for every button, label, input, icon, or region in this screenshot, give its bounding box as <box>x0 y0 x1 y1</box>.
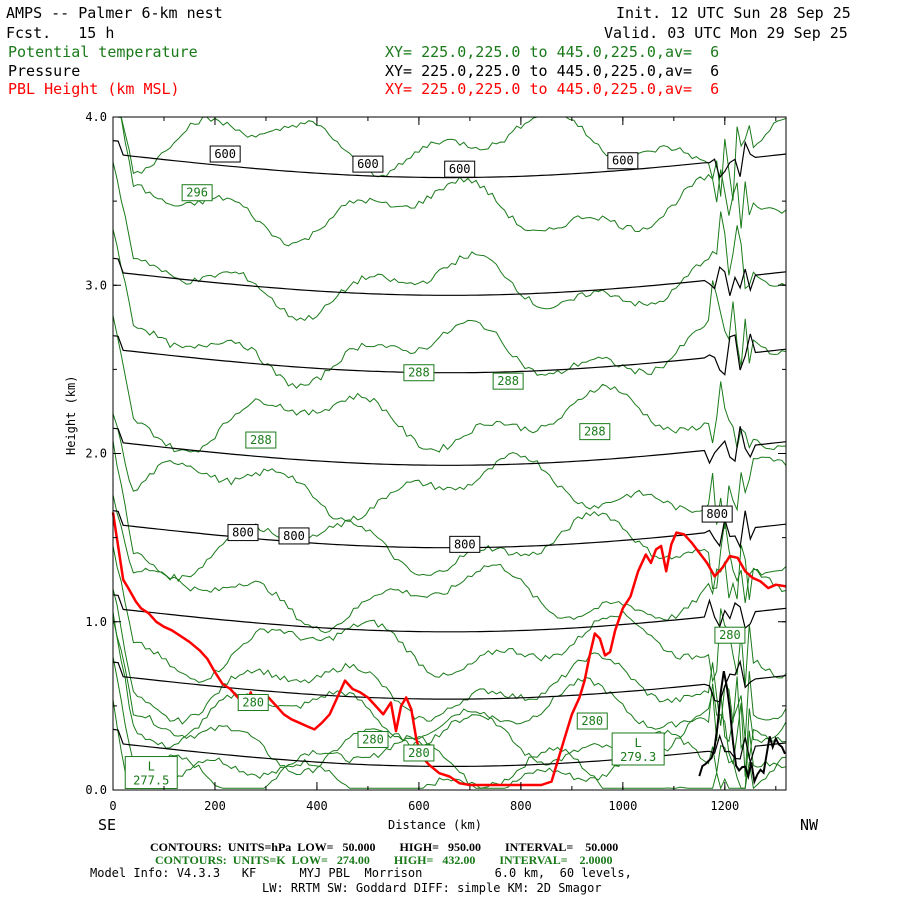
pressure-contours <box>112 140 787 785</box>
pressure-label: 600 <box>214 147 236 161</box>
pressure-isobar <box>112 333 787 376</box>
field-label-theta: Potential temperature <box>8 43 198 61</box>
footer-pressure-contours: CONTOURS: UNITS=hPa LOW= 50.000 HIGH= 95… <box>150 840 619 854</box>
pressure-label: 600 <box>357 157 379 171</box>
theta-label: 280 <box>581 714 603 728</box>
pressure-label-box <box>352 155 384 173</box>
y-axis-label: Height (km) <box>64 375 78 455</box>
footer-model-info: Model Info: V4.3.3 KF MYJ PBL Morrison 6… <box>90 866 632 880</box>
theta-label-box <box>245 431 277 449</box>
theta-isentrope <box>112 440 787 603</box>
theta-label: 280 <box>719 628 741 642</box>
theta-label-box <box>357 731 389 749</box>
theta-isentrope <box>112 494 787 634</box>
theta-label-box <box>492 372 524 390</box>
pressure-label-box <box>449 535 481 553</box>
pressure-label-box <box>227 524 259 542</box>
theta-label-box <box>403 364 435 382</box>
init-time: Init. 12 UTC Sun 28 Sep 25 <box>616 4 851 22</box>
x-tick-label: 0 <box>109 799 116 813</box>
pressure-label-box <box>278 527 310 545</box>
y-tick-label: 1.0 <box>85 615 107 629</box>
theta-isentrope <box>113 116 787 247</box>
pressure-label: 800 <box>706 507 728 521</box>
theta-label-box <box>237 694 269 712</box>
field-xy-theta: XY= 225.0,225.0 to 445.0,225.0,av= 6 <box>385 43 720 61</box>
theta-label: 280 <box>408 746 430 760</box>
field-xy-pbl: XY= 225.0,225.0 to 445.0,225.0,av= 6 <box>385 80 720 98</box>
x-tick-label: 1200 <box>710 799 739 813</box>
pressure-isobar <box>112 426 787 466</box>
theta-label-box <box>403 744 435 762</box>
theta-isentrope <box>112 617 787 776</box>
theta-label: 288 <box>497 374 519 388</box>
plot-frame <box>112 116 787 791</box>
x-tick-label: 1000 <box>608 799 637 813</box>
x-tick-label: 400 <box>306 799 328 813</box>
y-tick-label: 4.0 <box>85 110 107 124</box>
pressure-label: 800 <box>283 529 305 543</box>
pressure-isobar <box>112 728 787 768</box>
pressure-label-box <box>209 145 241 163</box>
theta-label: 280 <box>242 696 264 710</box>
theta-label: 288 <box>408 366 430 380</box>
x-tick-label: 200 <box>204 799 226 813</box>
field-xy-pressure: XY= 225.0,225.0 to 445.0,225.0,av= 6 <box>385 62 720 80</box>
pressure-label-box <box>607 152 639 170</box>
theta-isentrope <box>113 116 787 201</box>
theta-label: 280 <box>362 733 384 747</box>
axes: 0 200 400 600 800 1000 1200 0.0 1.0 2.0 3.0 4.0 <box>85 110 786 813</box>
low-marker-letter: L <box>148 760 155 774</box>
low-marker-box <box>124 756 178 790</box>
x-end-right: NW <box>800 816 819 834</box>
pressure-label-box <box>701 505 733 523</box>
low-marker-value: 277.5 <box>133 774 169 788</box>
contour-labels: 600 600 600 600 800 800 800 800 296 288 288 288 288 2… <box>124 145 746 790</box>
terrain-line <box>698 671 786 785</box>
theta-label-box <box>576 712 608 730</box>
low-marker-box <box>611 732 665 766</box>
valid-time: Valid. 03 UTC Mon 29 Sep 25 <box>604 24 848 42</box>
pressure-label: 600 <box>612 154 634 168</box>
theta-isentrope <box>112 413 787 529</box>
theta-label: 288 <box>250 433 272 447</box>
theta-isentrope <box>112 161 787 322</box>
field-label-pbl: PBL Height (km MSL) <box>8 80 180 98</box>
y-tick-label: 3.0 <box>85 278 107 292</box>
pressure-isobar <box>112 257 787 296</box>
theta-isentrope <box>112 656 787 789</box>
theta-isentrope <box>112 229 787 389</box>
theta-label: 288 <box>584 425 606 439</box>
theta-contours <box>112 116 787 790</box>
pressure-isobar <box>112 659 787 703</box>
pressure-isobar <box>112 594 787 633</box>
footer-model-info-2: LW: RRTM SW: Goddard DIFF: simple KM: 2D… <box>262 881 602 895</box>
field-label-pressure: Pressure <box>8 62 81 80</box>
pressure-label: 600 <box>449 162 471 176</box>
footer-theta-contours: CONTOURS: UNITS=K LOW= 274.00 HIGH= 432.… <box>155 853 613 867</box>
x-tick-label: 600 <box>408 799 430 813</box>
low-marker-value: 279.3 <box>620 750 656 764</box>
theta-label: 296 <box>186 186 208 200</box>
theta-label-box <box>579 423 611 441</box>
theta-label-box <box>181 184 213 202</box>
pressure-label: 800 <box>454 537 476 551</box>
theta-label-box <box>714 626 746 644</box>
x-tick-label: 800 <box>510 799 532 813</box>
low-marker-letter: L <box>635 736 642 750</box>
chart-title: AMPS -- Palmer 6-km nest <box>6 4 223 22</box>
forecast-hour: Fcst. 15 h <box>6 24 115 42</box>
theta-isentrope <box>112 588 787 750</box>
y-tick-label: 2.0 <box>85 447 107 461</box>
x-axis-label: Distance (km) <box>388 818 482 832</box>
y-tick-label: 0.0 <box>85 783 107 797</box>
theta-isentrope <box>112 315 787 453</box>
theta-isentrope <box>112 545 787 687</box>
pressure-label-box <box>444 160 476 178</box>
x-end-left: SE <box>98 816 117 834</box>
pressure-label: 800 <box>232 526 254 540</box>
theta-isentrope <box>112 611 787 777</box>
